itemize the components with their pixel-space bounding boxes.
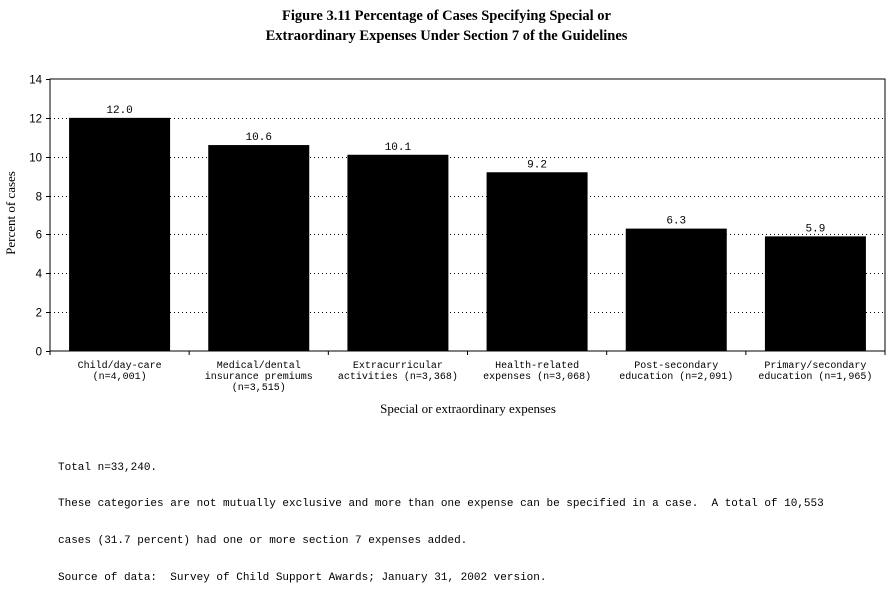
value-label: 10.1: [385, 142, 412, 154]
category-label: (n=4,001): [93, 371, 147, 383]
chart-title-line-1: Figure 3.11 Percentage of Cases Specifyi…: [282, 8, 611, 24]
bar-chart: 0 2 4 6 8 10 12 14 12.0 Child/day-care(n=4,001) 10…: [3, 75, 886, 416]
category-label: activities (n=3,368): [338, 371, 458, 383]
y-tick-label: 2: [36, 308, 42, 320]
value-label: 12.0: [106, 105, 132, 117]
y-tick-label: 6: [36, 230, 42, 242]
category-label: Extracurricular: [353, 360, 443, 372]
category-label: Primary/secondary: [764, 360, 866, 372]
gridlines: [50, 118, 885, 313]
bar: [764, 236, 866, 351]
bar: [69, 117, 171, 351]
y-tick-label: 12: [29, 114, 42, 126]
footnote-categories-1: These categories are not mutually exclus…: [58, 498, 824, 511]
category-label: Health-related: [495, 360, 579, 372]
bar: [625, 228, 727, 351]
category-label: insurance premiums: [205, 371, 313, 383]
value-label: 6.3: [666, 216, 686, 228]
y-axis-title: Percent of cases: [3, 171, 18, 255]
bar: [208, 145, 310, 351]
chart-title: Figure 3.11 Percentage of Cases Specifyi…: [0, 6, 893, 46]
category-label: education (n=1,965): [758, 371, 872, 383]
labels: 0 2 4 6 8 10 12 14 12.0 Child/day-care(n=4,001) 10…: [29, 75, 872, 395]
bars: [69, 117, 866, 351]
category-label: expenses (n=3,068): [483, 371, 591, 383]
bar: [486, 172, 588, 351]
bar: [347, 154, 449, 351]
footnote-total: Total n=33,240.: [58, 461, 158, 474]
y-tick-label: 10: [29, 153, 42, 165]
value-label: 10.6: [246, 132, 272, 144]
footnote-categories-2: cases (31.7 percent) had one or more sec…: [58, 535, 468, 548]
y-tick-label: 4: [36, 269, 43, 281]
plot-frame: [49, 78, 886, 352]
footnotes: Total n=33,240. These categories are not…: [58, 437, 888, 597]
footnote-source: Source of data: Survey of Child Support …: [58, 572, 547, 585]
category-label: education (n=2,091): [619, 371, 733, 383]
axes: [46, 78, 886, 355]
y-tick-label: 14: [29, 75, 42, 87]
x-axis-title: Special or extraordinary expenses: [380, 401, 556, 416]
y-tick-label: 8: [36, 192, 42, 204]
category-label: Child/day-care: [78, 360, 162, 372]
category-label: (n=3,515): [232, 382, 286, 394]
value-label: 5.9: [806, 223, 826, 235]
y-tick-label: 0: [36, 347, 42, 359]
value-label: 9.2: [527, 159, 547, 171]
category-label: Post-secondary: [634, 360, 718, 372]
chart-title-line-2: Extraordinary Expenses Under Section 7 o…: [265, 28, 628, 44]
category-label: Medical/dental: [217, 360, 301, 372]
